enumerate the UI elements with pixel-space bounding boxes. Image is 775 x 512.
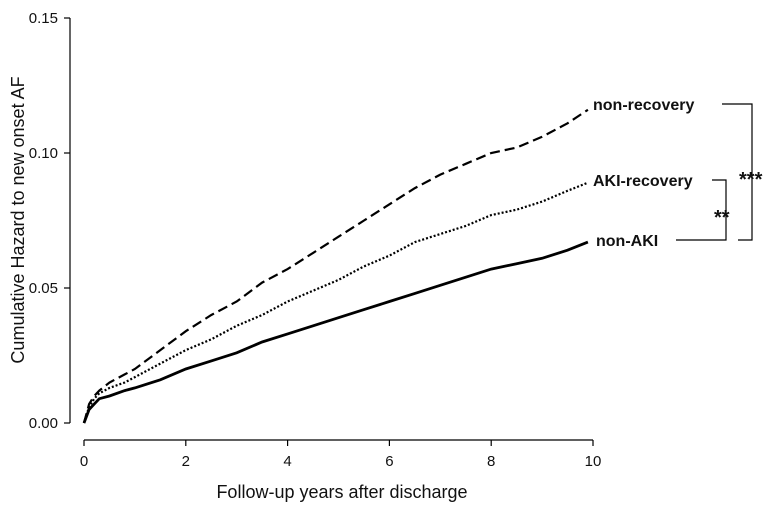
y-axis-title: Cumulative Hazard to new onset AF (8, 76, 28, 363)
y-tick-label: 0.00 (29, 415, 58, 432)
x-tick-label: 2 (182, 453, 190, 470)
bracket-aki-recovery-vs-non-AKI (676, 179, 727, 241)
x-tick-label: 6 (385, 453, 393, 470)
y-tick-label: 0.10 (29, 145, 58, 162)
series-label-non-recovery: non-recovery (593, 97, 694, 114)
series-line-AKI-recovery (82, 181, 589, 424)
series-line-non-AKI (82, 240, 589, 424)
axes: 0.00 0.05 0.10 0.15 0 2 4 6 8 10 (29, 10, 602, 470)
x-tick-label: 10 (585, 453, 602, 470)
y-tick-label: 0.05 (29, 280, 58, 297)
series-line-non-recovery (82, 108, 589, 424)
x-axis-title: Follow-up years after discharge (216, 482, 467, 502)
x-tick-label: 8 (487, 453, 495, 470)
x-tick-label: 0 (80, 453, 88, 470)
bracket-non-recovery-vs-non-AKI (722, 103, 753, 241)
series-label-non-AKI: non-AKI (596, 233, 658, 250)
x-tick-label: 4 (283, 453, 291, 470)
significance-label: ** (714, 207, 730, 229)
series-label-AKI-recovery: AKI-recovery (593, 173, 693, 190)
significance-label: *** (739, 169, 763, 191)
series-labels: non-recovery AKI-recovery non-AKI (593, 97, 694, 250)
plot-lines (82, 108, 589, 424)
y-tick-label: 0.15 (29, 10, 58, 27)
significance-brackets: ***** (676, 103, 763, 241)
